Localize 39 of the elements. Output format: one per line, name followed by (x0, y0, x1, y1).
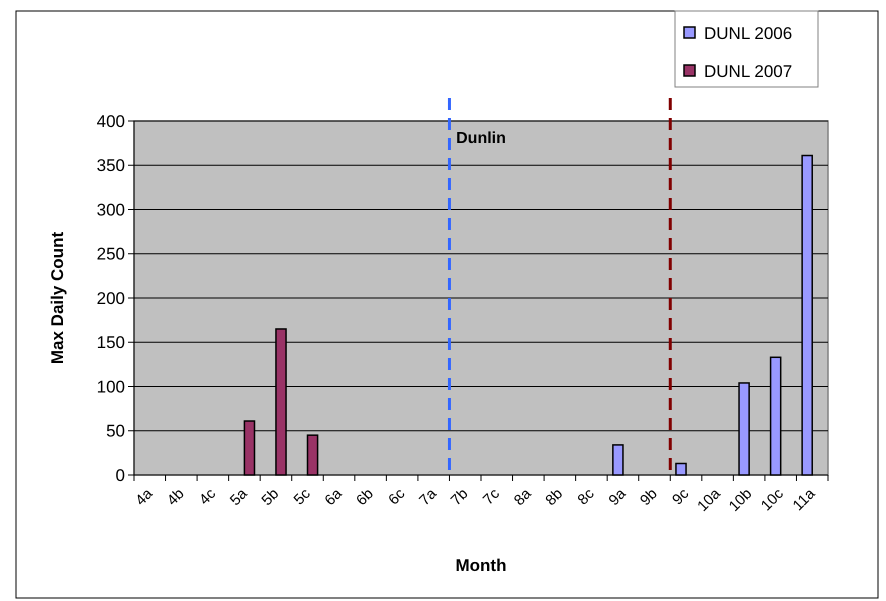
x-tick-label: 6c (385, 484, 409, 508)
x-tick-label: 7a (416, 484, 440, 510)
y-tick-label: 0 (116, 466, 125, 485)
x-tick-label: 8b (542, 485, 566, 510)
y-tick-label: 100 (96, 377, 125, 396)
y-tick-label: 200 (96, 288, 125, 308)
y-tick-label: 150 (96, 333, 125, 352)
y-tick-label: 250 (96, 244, 125, 264)
bar (612, 444, 624, 476)
x-tick-label: 4c (196, 484, 220, 508)
y-tick-label: 50 (106, 422, 125, 441)
legend-label: DUNL 2007 (704, 62, 792, 81)
text: Dunlin (456, 130, 506, 147)
x-tick-label: 4b (164, 485, 188, 510)
x-tick-label: 9a (605, 484, 630, 510)
x-tick-label: 7b (448, 485, 472, 510)
bar (306, 434, 318, 476)
x-tick-label: 5c (290, 484, 314, 508)
x-tick-label: 10b (726, 485, 756, 515)
x-tick-label: 7c (480, 484, 504, 508)
x-tick-label: 5a (226, 484, 252, 510)
x-tick-label: 9c (669, 484, 693, 508)
x-tick-label: 10a (694, 484, 724, 515)
x-tick-label: 6a (321, 484, 346, 510)
legend-label: DUNL 2006 (704, 24, 792, 43)
x-tick-label: 9b (636, 485, 661, 510)
x-tick-label: 8c (574, 484, 598, 508)
x-tick-label: 8a (510, 484, 536, 510)
x-tick-label: 4a (132, 484, 156, 510)
y-tick-label: 300 (96, 200, 125, 220)
y-tick-label: 350 (96, 156, 125, 176)
y-axis-title: Max Daily Count (48, 232, 67, 364)
x-tick-label: 6b (353, 485, 377, 510)
bar (675, 462, 687, 476)
y-tick-label: 400 (96, 112, 125, 131)
x-tick-label: 11a (790, 484, 819, 514)
x-tick-label: 10c (758, 484, 788, 514)
x-tick-label: 5b (258, 485, 282, 510)
x-axis-title: Month (456, 556, 506, 575)
